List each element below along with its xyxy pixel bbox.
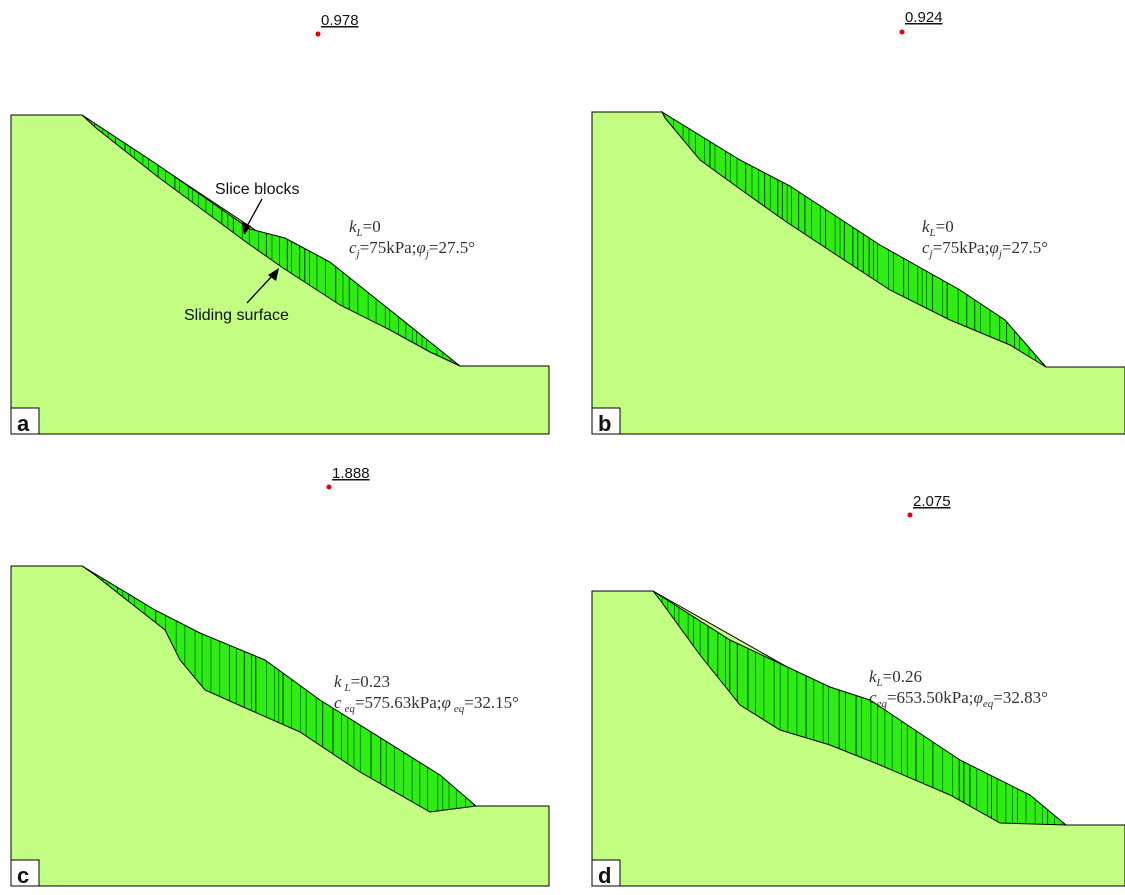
panel-label: a <box>17 411 30 436</box>
parameter-line-1: k L=0.23 <box>334 672 390 694</box>
parameter-line-1: kL=0.26 <box>869 667 922 689</box>
parameter-line-2: c eq=575.63kPa;φ eq=32.15° <box>334 693 519 715</box>
slice-blocks-region <box>652 590 1068 826</box>
panel-label: d <box>598 863 611 888</box>
panel-label-box <box>591 859 621 887</box>
slope-body <box>10 565 550 887</box>
factor-of-safety: 2.075 <box>913 493 951 510</box>
red-marker <box>907 512 913 518</box>
panel-c: 1.888 k L=0.23 c eq=575.63kPa;φ eq=32.15° c <box>10 465 550 888</box>
arrow <box>242 198 279 304</box>
red-marker <box>326 484 332 490</box>
factor-of-safety: 0.924 <box>905 9 943 26</box>
parameter-line-2: ceq=653.50kPa;φeq=32.83° <box>869 688 1048 710</box>
parameter-line-1: kL=0 <box>922 217 954 239</box>
parameter-line-1: kL=0 <box>349 217 381 239</box>
slope-body <box>591 111 1125 435</box>
sliding-surface-label: Sliding surface <box>184 307 289 324</box>
panel-a: 0.978 Slice blocks Sliding surface kL=0 … <box>10 12 550 436</box>
panel-label-box <box>591 407 621 435</box>
slice-blocks-label: Slice blocks <box>215 181 299 198</box>
parameter-line-2: cj=75kPa;φj=27.5° <box>349 238 475 260</box>
slope-body <box>10 114 550 435</box>
panel-label: c <box>17 863 29 888</box>
panel-b: 0.924 kL=0 cj=75kPa;φj=27.5° b <box>591 9 1125 436</box>
red-marker <box>315 31 321 37</box>
panel-label-box <box>10 859 40 887</box>
panel-label: b <box>598 411 611 436</box>
panel-d: 2.075 kL=0.26 ceq=653.50kPa;φeq=32.83° d <box>591 493 1125 888</box>
parameter-line-2: cj=75kPa;φj=27.5° <box>922 238 1048 260</box>
factor-of-safety: 0.978 <box>321 12 359 29</box>
red-marker <box>899 29 905 35</box>
factor-of-safety: 1.888 <box>332 465 370 482</box>
panel-label-box <box>10 407 40 435</box>
